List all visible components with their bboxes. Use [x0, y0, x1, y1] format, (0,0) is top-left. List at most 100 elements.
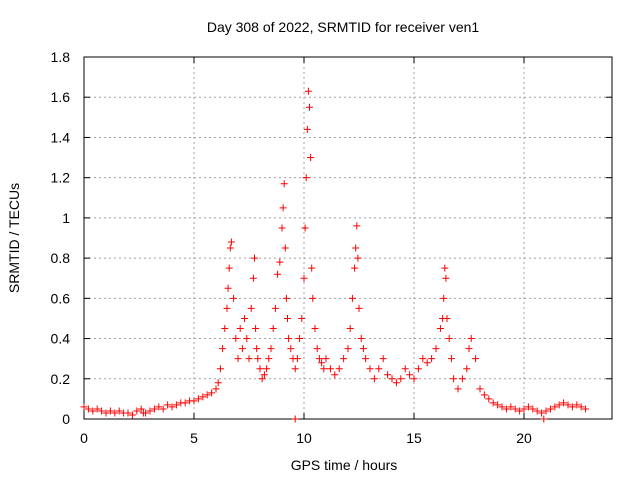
data-point [93, 405, 101, 413]
data-point [320, 365, 328, 373]
data-point [128, 411, 136, 419]
data-point [271, 304, 279, 312]
data-point [150, 405, 158, 413]
y-tick-label: 0.2 [51, 371, 71, 387]
data-point [379, 355, 387, 363]
data-point [172, 401, 180, 409]
data-point [392, 379, 400, 387]
data-point [252, 325, 260, 332]
data-point [447, 355, 455, 363]
data-point [450, 375, 458, 383]
data-point [155, 403, 163, 411]
data-point [419, 355, 427, 363]
data-point [511, 405, 519, 413]
data-point [280, 180, 288, 188]
data-point [265, 355, 273, 363]
data-point [232, 335, 240, 343]
data-point [190, 397, 198, 405]
data-point [269, 325, 277, 332]
data-point [181, 399, 189, 407]
x-tick-label: 5 [190, 430, 198, 446]
data-point [463, 365, 471, 373]
data-point [223, 304, 231, 312]
data-point [516, 407, 524, 415]
data-point [326, 365, 334, 373]
data-point [102, 409, 110, 417]
data-point [354, 254, 362, 262]
data-point [199, 393, 207, 401]
y-tick-label: 0.8 [51, 250, 71, 266]
data-point [263, 365, 271, 373]
data-point [507, 403, 515, 411]
data-point [168, 403, 176, 411]
data-point [281, 244, 289, 252]
data-point [291, 415, 299, 423]
data-point [542, 407, 550, 415]
data-point [260, 371, 268, 379]
data-point [256, 365, 264, 373]
data-point [443, 314, 451, 322]
y-tick-label: 1.6 [51, 89, 71, 105]
data-point [318, 359, 326, 367]
data-point [352, 244, 360, 252]
data-point [293, 355, 301, 363]
data-point [194, 395, 202, 403]
data-point [555, 401, 563, 409]
data-point [370, 375, 378, 383]
grid-lines [84, 57, 612, 419]
y-tick-label: 1.2 [51, 170, 71, 186]
data-point [467, 335, 475, 343]
data-point [551, 403, 559, 411]
data-point [307, 154, 315, 162]
data-point [291, 365, 299, 373]
x-tick-label: 20 [516, 430, 532, 446]
data-point [476, 385, 484, 393]
x-tick-label: 15 [406, 430, 422, 446]
data-point [309, 294, 317, 302]
data-point [441, 264, 449, 272]
data-point [454, 385, 462, 393]
data-point [287, 345, 295, 353]
y-axis-label: SRMTID / TECUs [6, 183, 22, 293]
data-point [340, 355, 348, 363]
data-point [298, 314, 306, 322]
data-point [564, 401, 572, 409]
data-point [445, 335, 453, 343]
y-tick-label: 1.8 [51, 49, 71, 65]
data-point [322, 355, 330, 363]
data-point [458, 375, 466, 383]
data-point [315, 355, 323, 363]
data-point [397, 375, 405, 383]
y-tick-label: 0 [62, 411, 70, 427]
data-point [529, 405, 537, 413]
data-point [276, 258, 284, 266]
data-point [212, 385, 220, 393]
data-point [362, 355, 370, 363]
plot-frame [83, 56, 613, 420]
data-point [115, 407, 123, 415]
data-point [238, 345, 246, 353]
data-point [355, 304, 363, 312]
data-point [243, 335, 251, 343]
data-point [502, 405, 510, 413]
data-point [226, 244, 234, 252]
data-point [351, 264, 359, 272]
data-point [285, 335, 293, 343]
y-tick-label: 0.4 [51, 331, 71, 347]
data-point [520, 405, 528, 413]
data-point [388, 375, 396, 383]
data-point [423, 359, 431, 367]
data-point [335, 365, 343, 373]
data-point [440, 294, 448, 302]
data-point [465, 345, 473, 353]
data-point [331, 371, 339, 379]
data-point [348, 294, 356, 302]
data-point [139, 409, 147, 417]
data-point [401, 365, 409, 373]
data-point [568, 403, 576, 411]
data-point [254, 355, 262, 363]
data-point [249, 274, 257, 282]
data-point [124, 409, 132, 417]
data-point [577, 403, 585, 411]
data-point [106, 407, 114, 415]
